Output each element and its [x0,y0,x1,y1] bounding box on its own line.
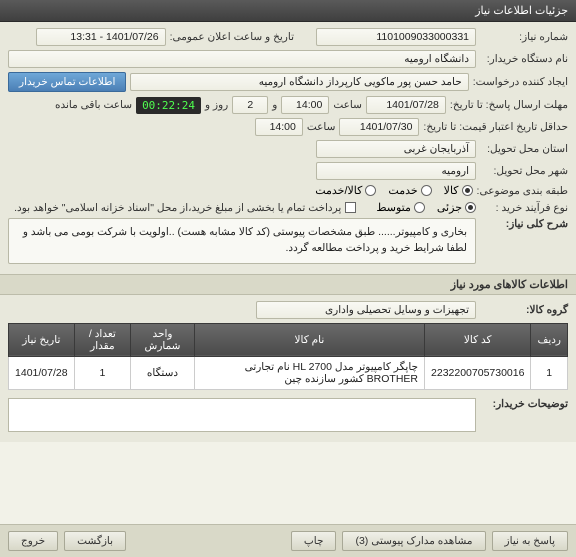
va-label: و [272,99,277,111]
back-button[interactable]: بازگشت [64,531,126,551]
radio-dot-icon [465,202,476,213]
col-unit: واحد شمارش [131,323,195,356]
creator-label: ایجاد کننده درخواست: [473,76,568,88]
col-qty: تعداد / مقدار [74,323,131,356]
radio-dot-icon [421,185,432,196]
rooz-va-label: روز و [205,99,228,111]
countdown-timer: 00:22:24 [136,97,201,114]
province-label: استان محل تحویل: [480,143,568,155]
radio-dot-icon [414,202,425,213]
bottom-bar: پاسخ به نیاز مشاهده مدارک پیوستی (3) چاپ… [0,524,576,557]
col-code: کد کالا [425,323,531,356]
reply-button[interactable]: پاسخ به نیاز [492,531,568,551]
cell-date: 1401/07/28 [9,356,75,389]
purchase-type-radio-group: جزئی متوسط [376,201,476,214]
public-datetime-label: تاریخ و ساعت اعلان عمومی: [170,31,294,43]
deadline-date: 1401/07/28 [366,96,446,114]
validity-label: حداقل تاریخ اعتبار قیمت: تا تاریخ: [423,121,568,134]
panel-header: جزئیات اطلاعات نیاز [0,0,576,22]
radio-dot-icon [462,185,473,196]
goods-section-header: اطلاعات کالاهای مورد نیاز [0,274,576,295]
buyer-org-value: دانشگاه ارومیه [8,50,476,68]
need-no-value: 1101009033000331 [316,28,476,46]
attachments-button[interactable]: مشاهده مدارک پیوستی (3) [342,531,485,551]
creator-value: حامد حسن پور ماکویی کارپرداز دانشگاه ارو… [130,73,468,91]
deadline-time: 14:00 [281,96,329,114]
city-value: ارومیه [316,162,476,180]
cell-code: 2232200705730016 [425,356,531,389]
treasury-checkbox[interactable] [345,202,356,213]
radio-motevaset[interactable]: متوسط [376,201,425,214]
buyer-notes-label: توضیحات خریدار: [480,398,568,410]
buyer-org-label: نام دستگاه خریدار: [480,53,568,65]
desc-text: بخاری و کامپیوتر...... طبق مشخصات پیوستی… [8,218,476,264]
cell-qty: 1 [74,356,131,389]
city-label: شهر محل تحویل: [480,165,568,177]
table-row: 1 2232200705730016 چاپگر کامپیوتر مدل HL… [9,356,568,389]
deadline-label: مهلت ارسال پاسخ: تا تاریخ: [450,99,568,112]
panel-title: جزئیات اطلاعات نیاز [475,5,568,17]
cell-name: چاپگر کامپیوتر مدل HL 2700 نام تجارتی BR… [194,356,424,389]
contact-buyer-button[interactable]: اطلاعات تماس خریدار [8,72,126,92]
radio-both[interactable]: کالا/خدمت [315,184,376,197]
col-name: نام کالا [194,323,424,356]
buyer-notes-box [8,398,476,432]
saat-label-2: ساعت [307,121,336,133]
col-date: تاریخ نیاز [9,323,75,356]
commodity-class-label: طبقه بندی موضوعی: [477,185,568,197]
col-row: ردیف [531,323,568,356]
goods-group-value: تجهیزات و وسایل تحصیلی واداری [256,301,476,319]
province-value: آذربایجان غربی [316,140,476,158]
radio-dot-icon [365,185,376,196]
exit-button[interactable]: خروج [8,531,58,551]
cell-unit: دستگاه [131,356,195,389]
validity-time: 14:00 [255,118,303,136]
days-left: 2 [232,96,268,114]
radio-jozei[interactable]: جزئی [437,201,476,214]
cell-row: 1 [531,356,568,389]
validity-date: 1401/07/30 [339,118,419,136]
need-no-label: شماره نیاز: [480,31,568,43]
treasury-note: پرداخت تمام یا بخشی از مبلغ خرید،از محل … [14,202,341,214]
print-button[interactable]: چاپ [291,531,337,551]
goods-area: گروه کالا: تجهیزات و وسایل تحصیلی واداری… [0,295,576,442]
purchase-type-label: نوع فرآیند خرید : [480,202,568,214]
radio-khadamat[interactable]: خدمت [388,184,431,197]
desc-label: شرح کلی نیاز: [480,218,568,230]
saat-label-1: ساعت [333,99,362,111]
commodity-radio-group: کالا خدمت کالا/خدمت [315,184,472,197]
timer-suffix: ساعت باقی مانده [55,99,132,111]
goods-table: ردیف کد کالا نام کالا واحد شمارش تعداد /… [8,323,568,390]
goods-group-label: گروه کالا: [480,304,568,316]
radio-kala[interactable]: کالا [444,184,473,197]
public-datetime-value: 1401/07/26 - 13:31 [36,28,166,46]
form-area: شماره نیاز: 1101009033000331 تاریخ و ساع… [0,22,576,274]
